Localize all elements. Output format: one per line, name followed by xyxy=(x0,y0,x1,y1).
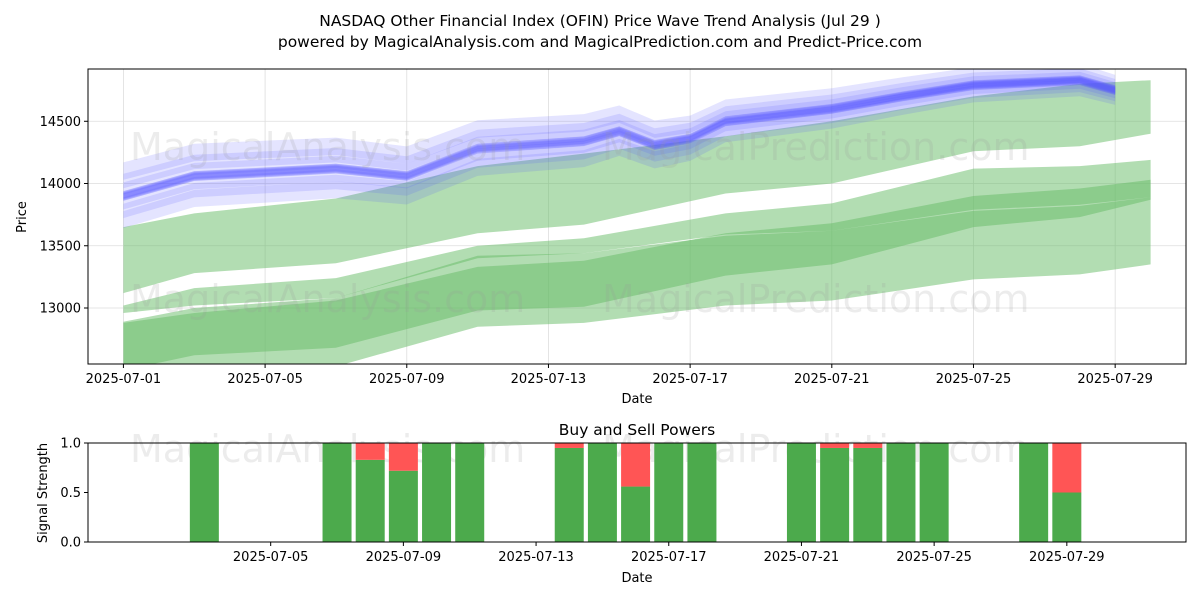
bottom-x-tick-label: 2025-07-09 xyxy=(366,550,442,565)
buy-bar xyxy=(786,443,816,542)
bottom-chart-title: Buy and Sell Powers xyxy=(559,421,716,439)
buy-bar xyxy=(621,486,651,542)
bottom-y-axis-label: Signal Strength xyxy=(36,443,51,543)
sell-bar xyxy=(820,443,850,448)
wave-band-blue-core xyxy=(123,75,1116,201)
bottom-x-axis-label: Date xyxy=(621,571,652,586)
top-x-axis-label: Date xyxy=(621,392,652,407)
sell-bar xyxy=(621,443,651,487)
buy-bar xyxy=(1052,492,1082,542)
watermark-text: MagicalAnalysis.com xyxy=(130,125,525,169)
buy-bar xyxy=(554,447,584,542)
buy-bar xyxy=(886,443,916,542)
buy-bar xyxy=(355,459,385,542)
buy-bar xyxy=(455,443,485,542)
bottom-y-tick-label: 0.0 xyxy=(60,536,81,551)
bottom-x-tick-label: 2025-07-25 xyxy=(896,550,972,565)
buy-bar xyxy=(388,470,418,542)
wave-band-blue xyxy=(123,69,1116,180)
top-y-tick-label: 14000 xyxy=(40,177,81,192)
bottom-x-tick-label: 2025-07-17 xyxy=(631,550,707,565)
buy-bar xyxy=(820,447,850,542)
buy-bar xyxy=(322,443,352,542)
top-x-tick-label: 2025-07-13 xyxy=(511,372,587,387)
bottom-x-tick-label: 2025-07-13 xyxy=(498,550,574,565)
wave-band-blue xyxy=(123,71,1116,195)
sell-bar xyxy=(853,443,883,448)
price-panel: MagicalAnalysis.com MagicalPrediction.com… xyxy=(40,68,1187,387)
bottom-y-tick-label: 0.5 xyxy=(60,486,81,501)
wave-band-blue xyxy=(123,75,1116,201)
buy-bar xyxy=(919,443,949,542)
top-x-tick-label: 2025-07-17 xyxy=(652,372,728,387)
top-x-tick-label: 2025-07-01 xyxy=(86,372,162,387)
buy-bar xyxy=(853,447,883,542)
buy-bar xyxy=(587,443,617,542)
top-x-tick-label: 2025-07-09 xyxy=(369,372,445,387)
wave-band-lower xyxy=(123,179,1151,364)
signal-panel: MagicalAnalysis.comMagicalPrediction.com… xyxy=(60,427,1187,565)
buy-bar xyxy=(189,443,219,542)
wave-band-blue xyxy=(123,79,1116,229)
sell-bar xyxy=(388,443,418,471)
wave-band-blue xyxy=(123,77,1116,219)
buy-bar xyxy=(1019,443,1049,542)
top-y-tick-label: 13000 xyxy=(40,301,81,316)
top-y-tick-label: 13500 xyxy=(40,239,81,254)
top-x-tick-label: 2025-07-25 xyxy=(936,372,1012,387)
top-x-tick-label: 2025-07-21 xyxy=(794,372,870,387)
watermark-text: MagicalAnalysis.com xyxy=(130,277,525,321)
chart-title-line1: NASDAQ Other Financial Index (OFIN) Pric… xyxy=(319,12,881,30)
top-y-axis-label: Price xyxy=(15,201,30,233)
bottom-x-tick-label: 2025-07-21 xyxy=(764,550,840,565)
wave-band-blue xyxy=(123,76,1116,210)
wave-band-middle xyxy=(123,159,1151,313)
sell-bar xyxy=(554,443,584,448)
top-x-tick-label: 2025-07-05 xyxy=(227,372,303,387)
top-y-tick-label: 14500 xyxy=(40,115,81,130)
sell-bar xyxy=(355,443,385,460)
chart-title-line2: powered by MagicalAnalysis.com and Magic… xyxy=(278,33,922,51)
bottom-x-tick-label: 2025-07-29 xyxy=(1029,550,1105,565)
bottom-y-tick-label: 1.0 xyxy=(60,437,81,452)
buy-bar xyxy=(422,443,452,542)
wave-band-blue xyxy=(123,69,1116,189)
bottom-x-tick-label: 2025-07-05 xyxy=(233,550,309,565)
wave-band-blue-core xyxy=(123,76,1116,200)
top-plot-frame xyxy=(87,68,1187,365)
sell-bar xyxy=(1052,443,1082,493)
top-plot-area xyxy=(123,69,1151,364)
watermark-text: MagicalPrediction.com xyxy=(602,277,1030,321)
top-x-tick-label: 2025-07-29 xyxy=(1077,372,1153,387)
buy-bar xyxy=(687,443,717,542)
watermark-text: MagicalPrediction.com xyxy=(602,125,1030,169)
wave-band-upper xyxy=(123,80,1151,294)
buy-bar xyxy=(654,443,684,542)
